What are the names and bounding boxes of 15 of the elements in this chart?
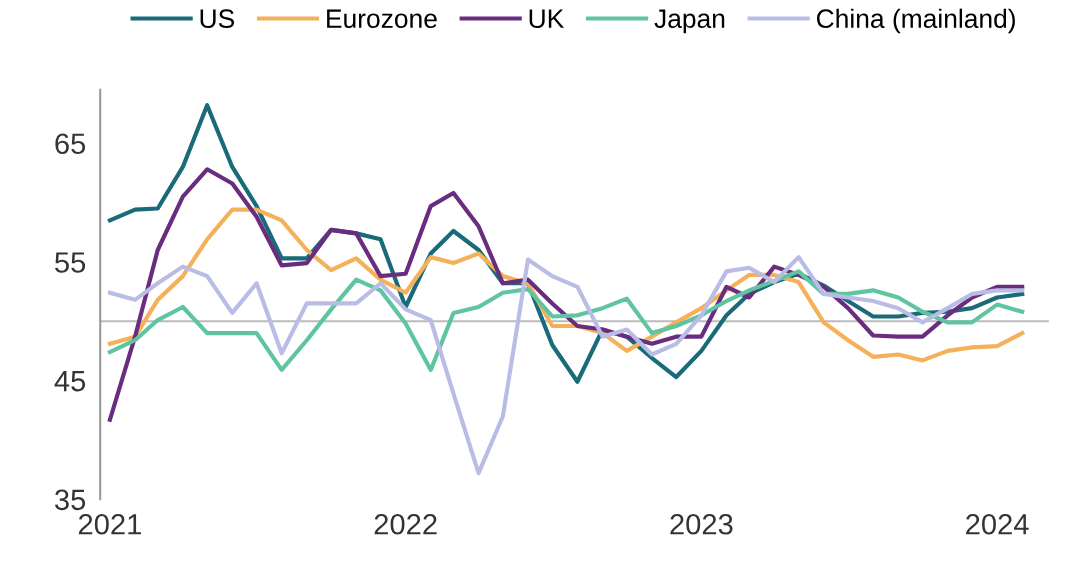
y-tick-label: 65 [55,133,86,155]
x-tick-label: 2024 [966,513,1029,535]
y-tick-label: 55 [55,252,86,273]
line-series [107,255,1025,476]
x-tick-label: 2021 [78,513,141,535]
y-tick-label: 45 [54,371,86,392]
x-tick-label: 2023 [670,513,733,535]
legend-label: Japan [654,9,725,34]
y-tick-label: 35 [54,489,86,511]
legend-label: Eurozone [327,9,437,29]
legend-label: US [200,9,235,29]
legend-label: UK [529,9,564,29]
legend-label: China (mainland) [816,8,1015,34]
line-series [107,269,1025,372]
x-tick-label: 2022 [374,513,437,535]
